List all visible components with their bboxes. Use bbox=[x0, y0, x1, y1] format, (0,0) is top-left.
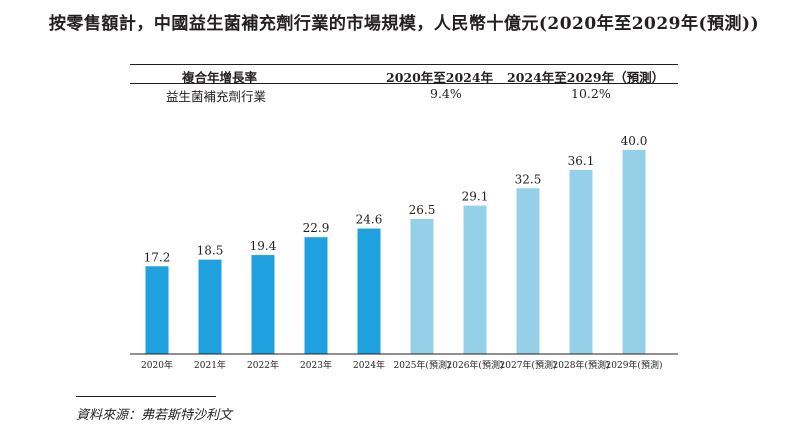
value-label-2: 19.4 bbox=[250, 239, 277, 253]
bar-group bbox=[145, 150, 646, 354]
tick-label-1: 2021年 bbox=[194, 359, 226, 371]
value-label-7: 32.5 bbox=[515, 172, 542, 186]
tick-label-0: 2020年 bbox=[141, 359, 173, 371]
bar-4 bbox=[357, 228, 381, 354]
bar-5 bbox=[410, 218, 434, 354]
bar-9 bbox=[622, 150, 646, 354]
tick-label-5: 2025年(預測) bbox=[394, 359, 451, 371]
tick-label-7: 2027年(預測) bbox=[500, 359, 557, 371]
source-note: 資料來源：弗若斯特沙利文 bbox=[76, 408, 233, 423]
tick-label-6: 2026年(預測) bbox=[447, 359, 504, 371]
value-label-6: 29.1 bbox=[462, 190, 489, 204]
tick-label-group: 2020年 2021年 2022年 2023年 2024年 2025年(預測)2026年(… bbox=[141, 359, 662, 371]
cagr-header-period-1: 2020年至2024年 bbox=[386, 70, 494, 85]
value-label-1: 18.5 bbox=[197, 244, 224, 258]
source-rule bbox=[76, 396, 216, 397]
tick-label-8: 2028年(預測) bbox=[553, 359, 610, 371]
cagr-header-period-2: 2024年至2029年（預測） bbox=[507, 70, 665, 85]
bar-3 bbox=[304, 237, 328, 354]
bar-0 bbox=[145, 266, 169, 354]
bar-2 bbox=[251, 255, 275, 354]
cagr-top-rule bbox=[130, 64, 678, 65]
value-label-0: 17.2 bbox=[144, 250, 171, 264]
cagr-value-period-2: 10.2% bbox=[571, 86, 611, 101]
cagr-header-rule bbox=[130, 83, 678, 84]
tick-label-9: 2029年(預測) bbox=[606, 359, 663, 371]
bar-6 bbox=[463, 205, 487, 354]
bar-7 bbox=[516, 188, 540, 354]
value-label-5: 26.5 bbox=[409, 203, 436, 217]
value-label-8: 36.1 bbox=[568, 154, 595, 168]
bar-1 bbox=[198, 259, 222, 354]
chart-title: 按零售額計，中國益生菌補充劑行業的市場規模，人民幣十億元(2020年至2029年… bbox=[48, 14, 760, 34]
tick-label-3: 2023年 bbox=[300, 359, 332, 371]
value-label-group: 17.2 18.5 19.4 22.9 24.6 26.5 29.1 32.5 36.1 40.0 bbox=[144, 134, 648, 264]
cagr-value-period-1: 9.4% bbox=[430, 86, 462, 101]
value-label-4: 24.6 bbox=[356, 213, 383, 227]
bar-8 bbox=[569, 169, 593, 354]
tick-label-4: 2024年 bbox=[353, 359, 385, 371]
value-label-9: 40.0 bbox=[621, 134, 648, 148]
cagr-header-label: 複合年增長率 bbox=[182, 70, 258, 85]
cagr-row-label: 益生菌補充劑行業 bbox=[166, 89, 267, 104]
value-label-3: 22.9 bbox=[303, 221, 330, 235]
tick-label-2: 2022年 bbox=[247, 359, 279, 371]
